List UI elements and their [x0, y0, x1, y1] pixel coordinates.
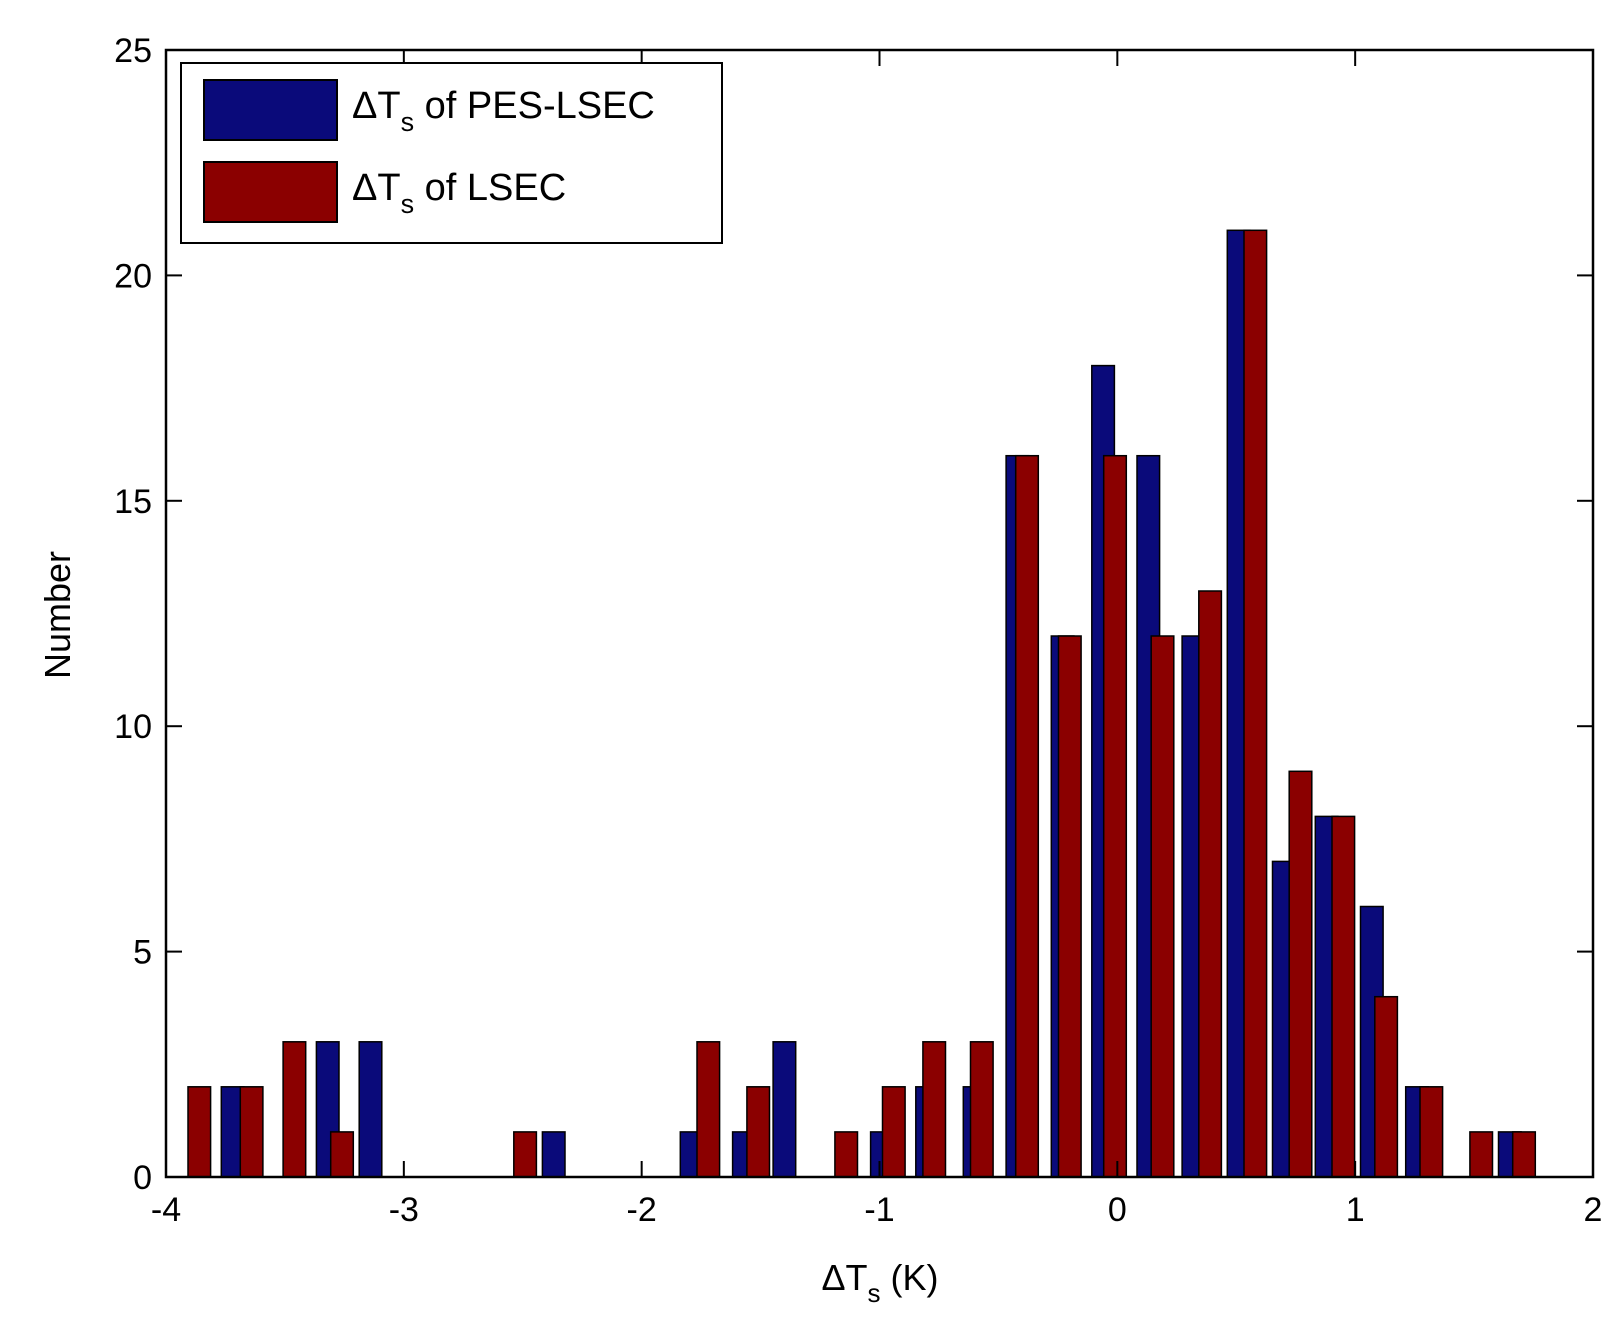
x-tick-label-0: -4 — [151, 1191, 181, 1229]
y-tick-label-0: 0 — [133, 1159, 152, 1197]
y-axis-title: Number — [37, 551, 78, 679]
x-tick-label-5: 1 — [1346, 1191, 1365, 1229]
bar-series-1-4 — [513, 1131, 538, 1178]
x-axis-title: ΔTs (K) — [821, 1257, 938, 1308]
bar-series-1-0 — [187, 1086, 212, 1178]
bar-series-1-13 — [1102, 454, 1128, 1178]
bars-layer — [187, 229, 1537, 1178]
bar-series-1-3 — [329, 1131, 355, 1178]
bar-series-1-7 — [834, 1131, 859, 1178]
legend-swatch-lsec — [203, 161, 338, 223]
bar-series-1-17 — [1288, 770, 1313, 1178]
x-tick-labels: -4 -3 -2 -1 0 1 2 — [151, 1191, 1603, 1229]
bar-series-1-9 — [922, 1041, 947, 1178]
x-tick-label-2: -2 — [627, 1191, 657, 1229]
bar-series-1-2 — [282, 1041, 307, 1178]
legend: ΔTs of PES-LSEC ΔTs of LSEC — [180, 62, 723, 244]
bar-series-1-18 — [1331, 815, 1356, 1178]
legend-entry-lsec: ΔTs of LSEC — [203, 161, 566, 223]
y-tick-label-2: 10 — [114, 708, 152, 746]
bar-series-1-11 — [1014, 454, 1040, 1178]
bar-series-1-10 — [969, 1041, 994, 1178]
x-tick-label-6: 2 — [1584, 1191, 1603, 1229]
legend-entry-pes-lsec: ΔTs of PES-LSEC — [203, 79, 655, 141]
bar-series-1-20 — [1419, 1086, 1444, 1178]
y-tick-label-3: 15 — [114, 483, 152, 521]
y-tick-label-4: 20 — [114, 257, 152, 295]
y-tick-labels: 0 5 10 15 20 25 — [114, 32, 152, 1197]
y-tick-label-1: 5 — [133, 934, 152, 972]
bar-series-1-1 — [239, 1086, 264, 1178]
bar-series-1-21 — [1469, 1131, 1494, 1178]
x-tick-label-4: 0 — [1108, 1191, 1127, 1229]
bar-series-1-6 — [746, 1086, 771, 1178]
bar-series-1-15 — [1198, 590, 1223, 1178]
bar-series-0-3 — [541, 1131, 566, 1178]
x-tick-label-1: -3 — [389, 1191, 419, 1229]
bar-series-0-2 — [358, 1041, 383, 1178]
legend-swatch-pes-lsec — [203, 79, 338, 141]
y-tick-label-5: 25 — [114, 32, 152, 70]
bar-series-1-5 — [696, 1041, 721, 1178]
bar-series-1-14 — [1150, 635, 1175, 1178]
bar-series-1-16 — [1243, 229, 1268, 1178]
bar-series-1-8 — [881, 1086, 906, 1178]
legend-label-lsec: ΔTs of LSEC — [352, 167, 566, 219]
x-tick-label-3: -1 — [864, 1191, 894, 1229]
bar-series-1-22 — [1511, 1131, 1537, 1178]
bar-series-1-19 — [1374, 995, 1399, 1178]
bar-series-0-6 — [772, 1041, 797, 1178]
legend-label-pes-lsec: ΔTs of PES-LSEC — [352, 85, 655, 137]
bar-series-1-12 — [1057, 635, 1082, 1178]
